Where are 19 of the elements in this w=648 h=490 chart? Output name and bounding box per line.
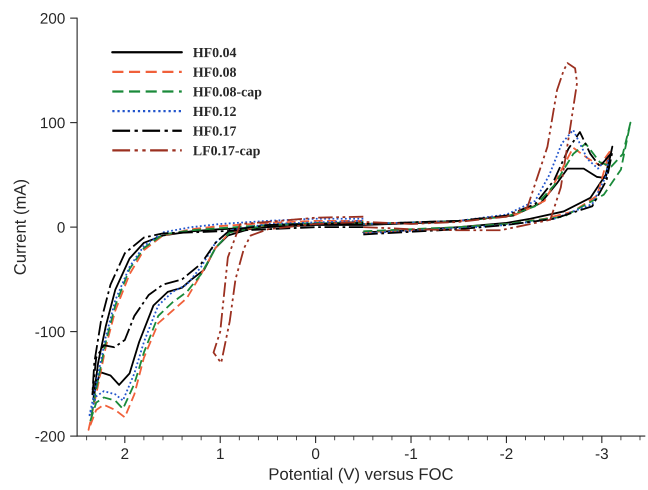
x-axis-title: Potential (V) versus FOC [270, 468, 453, 484]
x-tick-label: -2 [500, 448, 512, 459]
y-tick-label: 200 [40, 13, 65, 24]
y-tick-label: 0 [57, 222, 65, 233]
legend-label: HF0.04 [193, 48, 236, 58]
x-tick-label: 1 [217, 448, 224, 459]
legend-label: HF0.12 [193, 106, 236, 116]
y-axis-title: Current (mA) [14, 180, 30, 274]
y-tick-label: -200 [35, 430, 65, 442]
y-tick-label: -100 [35, 326, 65, 338]
legend-label: LF0.17-cap [193, 146, 260, 158]
x-tick-label: -1 [404, 448, 418, 459]
legend-label: HF0.17 [193, 126, 236, 136]
legend-label: HF0.08 [193, 67, 236, 77]
x-tick-label: -3 [596, 448, 608, 460]
y-tick-label: 100 [40, 117, 65, 128]
x-tick-label: 0 [312, 448, 320, 460]
x-tick-label: 2 [121, 448, 128, 459]
legend-label: HF0.08-cap [193, 87, 262, 100]
